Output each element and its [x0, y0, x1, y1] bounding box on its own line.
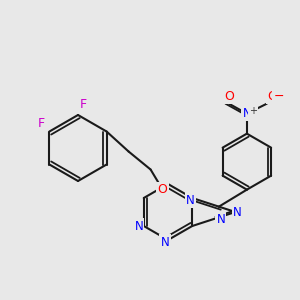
Text: O: O — [224, 90, 234, 103]
Text: O: O — [158, 183, 167, 196]
Text: N: N — [242, 107, 251, 120]
Text: N: N — [186, 194, 195, 206]
Text: N: N — [217, 213, 225, 226]
Text: N: N — [233, 206, 242, 218]
Text: F: F — [80, 98, 87, 112]
Text: +: + — [249, 106, 257, 116]
Text: F: F — [38, 117, 45, 130]
Text: N: N — [134, 220, 143, 232]
Text: O: O — [267, 90, 277, 103]
Text: −: − — [274, 90, 284, 103]
Text: N: N — [160, 236, 169, 248]
